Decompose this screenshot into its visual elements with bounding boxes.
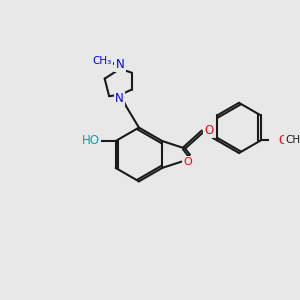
Text: CH₃: CH₃ [92,56,112,66]
Text: O: O [278,134,288,147]
Text: N: N [115,92,124,104]
Text: N: N [116,58,124,71]
Text: CH₃: CH₃ [285,135,300,146]
Text: HO: HO [82,134,100,147]
Text: O: O [184,157,192,167]
Text: O: O [204,124,213,137]
